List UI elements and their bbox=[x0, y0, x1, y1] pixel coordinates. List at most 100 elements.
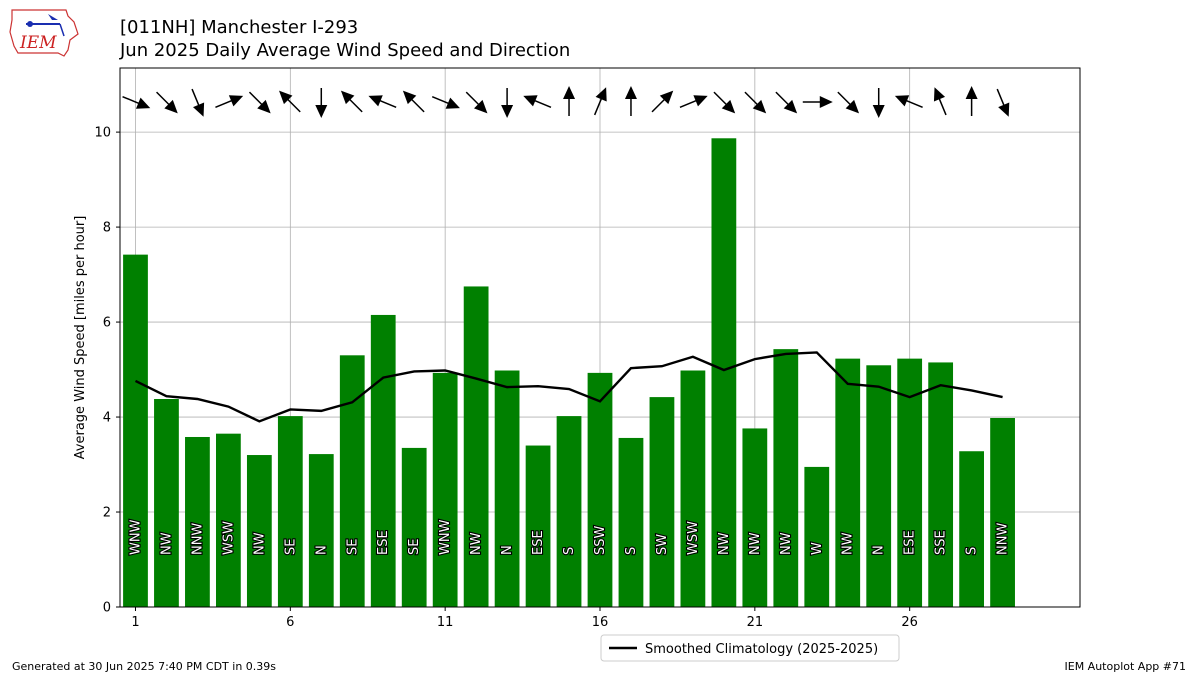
bar-day-9 bbox=[370, 314, 396, 607]
arrow-head bbox=[368, 95, 383, 107]
bar-day-24 bbox=[835, 358, 861, 607]
direction-label-day-23: W bbox=[810, 542, 825, 555]
arrow-head bbox=[279, 90, 293, 105]
wind-arrow-day-2 bbox=[156, 91, 178, 114]
arrow-shaft bbox=[744, 91, 760, 107]
arrow-shaft bbox=[465, 91, 481, 107]
legend-box bbox=[600, 634, 900, 662]
bar-day-10 bbox=[401, 447, 427, 607]
arrow-shaft bbox=[532, 99, 552, 109]
bar-day-28 bbox=[959, 451, 984, 607]
x-tick-label: 26 bbox=[901, 615, 918, 630]
bar-day-18 bbox=[649, 397, 675, 607]
app-credit: IEM Autoplot App #71 bbox=[1064, 660, 1187, 673]
direction-label-day-27: SSE bbox=[934, 530, 949, 555]
arrow-head bbox=[257, 99, 271, 114]
arrow-shaft bbox=[775, 91, 791, 107]
wind-arrow-day-29 bbox=[996, 88, 1010, 117]
bar-day-2 bbox=[154, 398, 179, 607]
direction-label-day-16: SSW bbox=[593, 525, 608, 555]
y-tick-label: 2 bbox=[103, 506, 111, 521]
wind-arrow-day-18 bbox=[651, 90, 674, 113]
bar-day-29 bbox=[990, 417, 1015, 607]
wind-arrow-day-1 bbox=[122, 95, 151, 109]
bar-day-5 bbox=[246, 455, 272, 607]
bar-day-12 bbox=[463, 286, 489, 607]
bar-day-23 bbox=[804, 466, 830, 607]
arrow-head bbox=[523, 95, 538, 107]
wind-arrow-day-10 bbox=[402, 90, 425, 113]
arrow-shaft bbox=[122, 95, 142, 105]
arrow-head bbox=[193, 102, 205, 117]
direction-label-day-26: ESE bbox=[903, 530, 918, 555]
direction-label-day-19: WSW bbox=[686, 521, 701, 555]
direction-label-day-7: N bbox=[314, 545, 329, 555]
bar-day-17 bbox=[618, 437, 644, 607]
wind-arrow-day-3 bbox=[191, 88, 205, 117]
arrow-shaft bbox=[409, 97, 425, 113]
direction-label-day-8: SE bbox=[345, 539, 360, 555]
arrow-shaft bbox=[903, 99, 923, 109]
wind-arrow-day-15 bbox=[563, 86, 576, 116]
direction-label-day-11: WNW bbox=[438, 519, 453, 555]
direction-label-day-15: S bbox=[562, 547, 577, 555]
wind-arrow-day-17 bbox=[624, 86, 637, 116]
arrow-head bbox=[402, 90, 417, 105]
x-tick-label: 11 bbox=[437, 615, 454, 630]
arrow-head bbox=[164, 99, 178, 114]
arrow-head bbox=[501, 105, 514, 118]
bar-day-22 bbox=[773, 349, 799, 607]
direction-label-day-20: NW bbox=[717, 532, 732, 555]
wind-arrow-day-7 bbox=[315, 88, 328, 118]
direction-label-day-4: WSW bbox=[221, 521, 236, 555]
bar-day-8 bbox=[339, 355, 365, 607]
direction-label-day-29: NNW bbox=[996, 523, 1011, 555]
arrow-shaft bbox=[679, 99, 699, 109]
logo-text: IEM bbox=[19, 33, 57, 53]
y-tick-label: 0 bbox=[103, 601, 111, 616]
bar-day-7 bbox=[308, 454, 334, 607]
bar-day-25 bbox=[866, 365, 892, 607]
x-tick-label: 6 bbox=[286, 615, 294, 630]
direction-label-day-1: WNW bbox=[128, 519, 143, 555]
arrow-shaft bbox=[347, 97, 363, 113]
arrow-head bbox=[752, 99, 767, 114]
bar-day-13 bbox=[494, 370, 520, 607]
arrow-head bbox=[845, 99, 860, 114]
direction-label-day-21: NW bbox=[748, 532, 763, 555]
wind-arrow-day-23 bbox=[802, 96, 833, 108]
y-tick-label: 6 bbox=[103, 316, 111, 331]
y-axis-label: Average Wind Speed [miles per hour] bbox=[73, 216, 88, 460]
arrow-head bbox=[445, 97, 460, 109]
direction-label-day-2: NW bbox=[159, 532, 174, 555]
bar-day-11 bbox=[432, 372, 458, 607]
y-tick-label: 8 bbox=[103, 221, 111, 236]
y-tick-label: 10 bbox=[94, 126, 111, 141]
arrow-head bbox=[872, 105, 885, 118]
arrow-head bbox=[135, 97, 151, 109]
arrow-shaft bbox=[191, 88, 201, 108]
arrow-shaft bbox=[156, 91, 172, 107]
arrow-head bbox=[894, 95, 910, 107]
direction-label-day-17: S bbox=[624, 547, 639, 555]
bar-day-16 bbox=[587, 372, 613, 607]
direction-label-day-3: NNW bbox=[190, 523, 205, 555]
generated-timestamp: Generated at 30 Jun 2025 7:40 PM CDT in … bbox=[12, 660, 277, 673]
arrow-head bbox=[721, 99, 736, 114]
direction-label-day-6: SE bbox=[283, 539, 298, 555]
legend-label: Smoothed Climatology (2025-2025) bbox=[645, 642, 878, 657]
wind-arrow-day-24 bbox=[837, 91, 860, 114]
direction-label-day-25: N bbox=[872, 545, 887, 555]
direction-label-day-18: SW bbox=[655, 534, 670, 555]
wind-arrow-day-21 bbox=[744, 91, 767, 114]
arrow-head bbox=[595, 87, 607, 102]
bar-day-6 bbox=[277, 416, 303, 607]
wind-arrow-day-4 bbox=[215, 95, 244, 109]
chart-title: [011NH] Manchester I-293 bbox=[120, 17, 359, 38]
bar-day-27 bbox=[928, 362, 954, 607]
iowa-outline-icon bbox=[9, 9, 79, 57]
bar-day-3 bbox=[185, 436, 210, 607]
bar-day-15 bbox=[556, 416, 582, 607]
wind-arrow-day-20 bbox=[713, 91, 736, 114]
